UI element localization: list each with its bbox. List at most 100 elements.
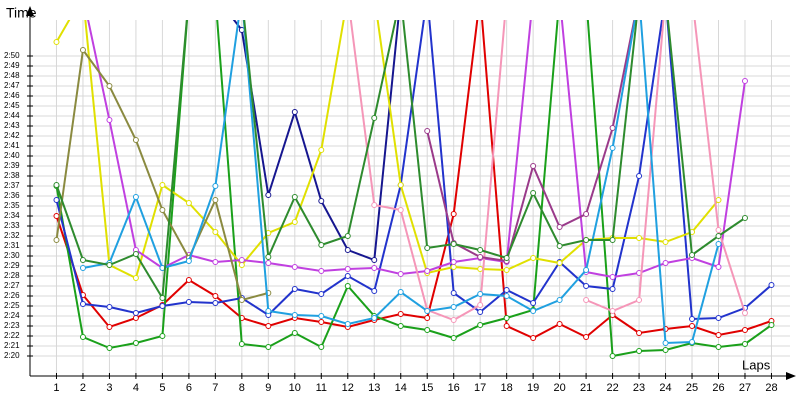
point <box>318 198 325 204</box>
point <box>741 327 748 333</box>
point <box>503 293 510 299</box>
y-tick-label: 2:22 <box>4 331 20 340</box>
y-tick-label: 2:24 <box>4 311 20 320</box>
x-tick-label: 17 <box>474 382 486 394</box>
series-line <box>55 20 773 321</box>
point <box>450 211 457 217</box>
point <box>106 262 113 268</box>
point <box>159 207 166 213</box>
point <box>609 274 616 280</box>
y-tick-label: 2:44 <box>4 111 20 120</box>
point <box>106 345 113 351</box>
y-tick-label: 2:26 <box>4 291 20 300</box>
x-tick-label: 9 <box>265 382 271 394</box>
y-tick-label: 2:34 <box>4 211 20 220</box>
point <box>503 267 510 273</box>
point <box>662 340 669 346</box>
point <box>265 323 272 329</box>
x-axis-arrow <box>786 372 796 380</box>
point <box>689 323 696 329</box>
point <box>503 315 510 321</box>
y-tick-label: 2:45 <box>4 101 20 110</box>
point <box>450 335 457 341</box>
x-tick-label: 7 <box>212 382 218 394</box>
point <box>53 39 60 45</box>
y-tick-label: 2:50 <box>4 51 20 60</box>
point <box>371 315 378 321</box>
x-tick-label: 25 <box>686 382 698 394</box>
point <box>503 323 510 329</box>
point <box>265 344 272 350</box>
point <box>477 266 484 272</box>
point <box>450 317 457 323</box>
point <box>715 241 722 247</box>
point <box>530 190 537 196</box>
point <box>185 277 192 283</box>
point <box>159 295 166 301</box>
y-tick-label: 2:42 <box>4 131 20 140</box>
point <box>503 255 510 261</box>
point <box>609 145 616 151</box>
point <box>450 241 457 247</box>
point <box>371 257 378 263</box>
x-tick-label: 16 <box>448 382 460 394</box>
point <box>741 215 748 221</box>
y-tick-label: 2:32 <box>4 231 20 240</box>
point <box>450 259 457 265</box>
point <box>715 344 722 350</box>
y-tick-label: 2:21 <box>4 341 20 350</box>
x-tick-label: 5 <box>159 382 165 394</box>
y-tick-label: 2:46 <box>4 91 20 100</box>
point <box>132 340 139 346</box>
ticks: 2:202:212:222:232:242:252:262:272:282:29… <box>4 51 778 394</box>
point <box>556 321 563 327</box>
point <box>636 297 643 303</box>
y-tick-label: 2:38 <box>4 171 20 180</box>
point <box>238 257 245 263</box>
point <box>424 315 431 321</box>
x-tick-label: 3 <box>106 382 112 394</box>
point <box>318 147 325 153</box>
x-tick-label: 11 <box>316 382 327 394</box>
y-tick-label: 2:37 <box>4 181 20 190</box>
point <box>477 254 484 260</box>
point <box>79 334 86 340</box>
point <box>583 211 590 217</box>
point <box>715 233 722 239</box>
point <box>53 237 60 243</box>
y-tick-label: 2:31 <box>4 241 20 250</box>
point <box>424 308 431 314</box>
point <box>636 235 643 241</box>
point <box>450 304 457 310</box>
x-tick-label: 8 <box>239 382 245 394</box>
x-tick-label: 20 <box>553 382 565 394</box>
point <box>318 268 325 274</box>
x-tick-label: 2 <box>80 382 86 394</box>
point <box>556 224 563 230</box>
point <box>741 78 748 84</box>
point <box>344 273 351 279</box>
point <box>185 258 192 264</box>
x-tick-label: 14 <box>395 382 407 394</box>
x-tick-label: 26 <box>712 382 724 394</box>
y-tick-label: 2:40 <box>4 151 20 160</box>
point <box>741 341 748 347</box>
point <box>530 163 537 169</box>
y-tick-label: 2:29 <box>4 261 20 270</box>
point <box>530 300 537 306</box>
point <box>106 117 113 123</box>
point <box>477 291 484 297</box>
point <box>291 264 298 270</box>
y-tick-label: 2:49 <box>4 61 20 70</box>
point <box>397 182 404 188</box>
point <box>424 128 431 134</box>
point <box>609 237 616 243</box>
point <box>556 260 563 266</box>
point <box>768 322 775 328</box>
y-tick-label: 2:28 <box>4 271 20 280</box>
point <box>450 290 457 296</box>
y-tick-label: 2:43 <box>4 121 20 130</box>
point <box>397 271 404 277</box>
point <box>530 335 537 341</box>
